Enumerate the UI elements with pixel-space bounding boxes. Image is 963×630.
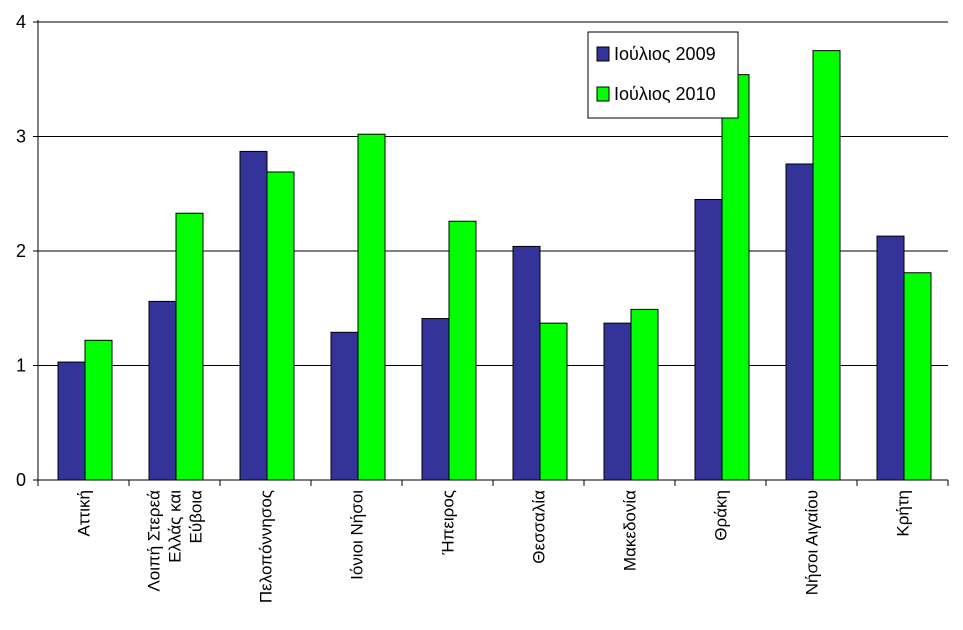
- legend-box: [587, 31, 739, 119]
- bar-series2-category-5: [448, 220, 477, 481]
- x-category-label-8-line-1: Θράκη: [712, 490, 731, 541]
- legend: Ιούλιος 2009 Ιούλιος 2010: [587, 31, 739, 119]
- y-tick-label-0: 0: [16, 470, 26, 490]
- y-tick-label-1: 1: [16, 356, 26, 376]
- x-category-label-3: Πελοπόννησος: [257, 490, 276, 603]
- x-category-label-2: Λοιπή Στερεά Ελλάς και Εύβοια: [145, 490, 206, 592]
- y-tick-label-2: 2: [16, 241, 26, 261]
- bar-series1-category-9: [785, 163, 814, 481]
- bar-series2-category-2: [175, 212, 204, 481]
- x-axis-labels: Αττική Λοιπή Στερεά Ελλάς και Εύβοια Πελοπόν…: [75, 490, 913, 603]
- bar-series2-category-9: [812, 50, 841, 481]
- bar-series2-category-6: [539, 322, 568, 481]
- x-category-label-3-line-1: Πελοπόννησος: [257, 490, 276, 603]
- x-category-label-4-line-1: Ιόνιοι Νήσοι: [348, 490, 367, 580]
- bar-series1-category-6: [512, 245, 541, 481]
- y-axis-ticks: 0 1 2 3 4: [16, 12, 26, 490]
- x-category-label-2-line-2: Ελλάς και: [166, 490, 185, 563]
- x-category-label-6-line-1: Θεσσαλία: [530, 490, 549, 564]
- x-category-label-1-line-1: Αττική: [75, 490, 94, 537]
- bar-series1-category-4: [330, 331, 359, 481]
- bar-series2-category-7: [630, 308, 659, 481]
- x-category-label-7-line-1: Μακεδονία: [621, 490, 640, 571]
- bar-series1-category-1: [57, 361, 86, 481]
- y-tick-label-4: 4: [16, 12, 26, 32]
- legend-label-2: Ιούλιος 2010: [614, 84, 716, 104]
- legend-swatch-1: [596, 46, 610, 62]
- x-category-label-6: Θεσσαλία: [530, 490, 549, 564]
- bar-series1-category-2: [148, 300, 177, 481]
- bars: [57, 50, 932, 481]
- axes: [33, 20, 949, 486]
- x-category-label-9-line-1: Νήσοι Αιγαίου: [803, 490, 822, 595]
- x-category-label-9: Νήσοι Αιγαίου: [803, 490, 822, 595]
- bar-series1-category-3: [239, 150, 268, 481]
- x-category-label-8: Θράκη: [712, 490, 731, 541]
- x-category-label-10: Κρήτη: [894, 490, 913, 537]
- x-category-label-10-line-1: Κρήτη: [894, 490, 913, 537]
- bar-series2-category-4: [357, 133, 386, 481]
- x-category-label-2-line-1: Λοιπή Στερεά: [145, 490, 164, 592]
- x-category-label-5-line-1: Ήπειρος: [439, 490, 458, 556]
- legend-label-1: Ιούλιος 2009: [614, 44, 716, 64]
- bar-series2-category-8: [721, 74, 750, 481]
- x-category-label-5: Ήπειρος: [439, 490, 458, 556]
- bar-series2-category-10: [903, 272, 932, 481]
- x-category-label-7: Μακεδονία: [621, 490, 640, 571]
- x-category-label-4: Ιόνιοι Νήσοι: [348, 490, 367, 580]
- bar-series2-category-1: [84, 339, 113, 481]
- bar-series2-category-3: [266, 171, 295, 481]
- y-tick-label-3: 3: [16, 127, 26, 147]
- x-category-label-1: Αττική: [75, 490, 94, 537]
- x-category-label-2-line-3: Εύβοια: [187, 490, 206, 544]
- bar-series1-category-10: [876, 235, 905, 481]
- bar-series1-category-7: [603, 322, 632, 481]
- bar-series1-category-5: [421, 318, 450, 481]
- bar-series1-category-8: [694, 198, 723, 481]
- legend-swatch-2: [596, 86, 610, 102]
